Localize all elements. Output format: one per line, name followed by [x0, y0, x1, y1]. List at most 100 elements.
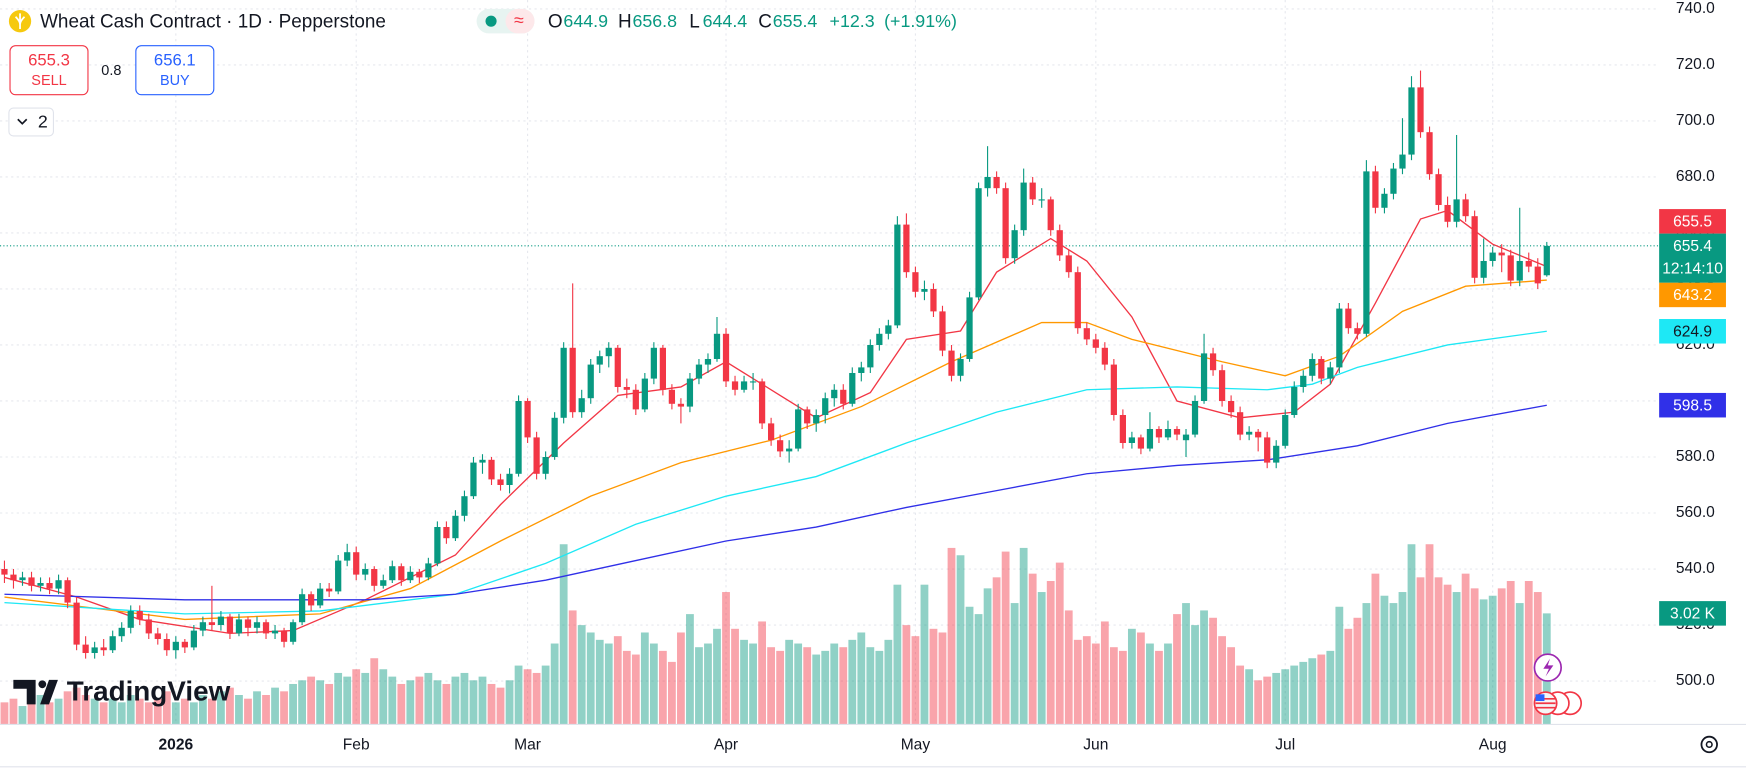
candle-body	[758, 381, 766, 424]
volume-bar	[749, 643, 757, 725]
symbol-title[interactable]: Wheat Cash Contract · 1D · Pepperstone	[40, 11, 386, 32]
volume-bar	[1001, 551, 1010, 725]
candle-body	[831, 389, 838, 399]
sell-button[interactable]	[9, 45, 89, 96]
candle-body	[1065, 255, 1072, 273]
settings-icon[interactable]	[1700, 735, 1718, 754]
volume-bar	[171, 702, 180, 725]
volume-bar	[1272, 672, 1281, 725]
volume-bar	[352, 669, 361, 725]
y-tick-label: 500.0	[1676, 672, 1715, 689]
candle-body	[100, 647, 107, 651]
candle-body	[154, 633, 161, 640]
volume-bar	[731, 628, 739, 725]
volume-bar	[649, 643, 658, 725]
candle-body	[253, 622, 261, 628]
volume-bar	[803, 647, 812, 725]
brand-name[interactable]: TradingView	[67, 676, 231, 707]
buy-button[interactable]	[135, 45, 215, 96]
candle-body	[326, 588, 333, 592]
volume-bar	[1470, 588, 1479, 725]
candle-body	[1453, 199, 1460, 222]
candle-body	[1408, 87, 1415, 155]
volume-bar	[153, 698, 162, 725]
buy-price: 656.1	[154, 51, 196, 70]
candle-body	[127, 611, 134, 628]
candle-body	[1309, 358, 1316, 376]
candle-body	[1101, 347, 1108, 365]
volume-bar	[1425, 544, 1434, 725]
candle-body	[930, 288, 937, 312]
candle-body	[1498, 252, 1505, 256]
volume-bar	[424, 672, 433, 725]
candle-body	[1146, 428, 1154, 449]
candle-body	[199, 622, 207, 631]
open-value: 644.9	[563, 11, 608, 31]
volume-bar	[343, 676, 352, 725]
candle-body	[1246, 431, 1253, 435]
volume-bar	[1308, 658, 1317, 725]
close-letter: C	[758, 11, 772, 32]
volume-bar	[658, 650, 667, 725]
last-price-tag	[1659, 233, 1726, 283]
candle-body	[181, 641, 188, 648]
candle-body	[659, 347, 666, 390]
close-value: 655.4	[773, 11, 818, 31]
volume-bar	[1064, 610, 1073, 725]
volume-bar	[45, 702, 54, 725]
candle-body	[145, 619, 152, 634]
volume-bar	[983, 588, 992, 725]
volume-bar	[541, 665, 550, 725]
candle-body	[1056, 230, 1063, 256]
y-tick-label: 560.0	[1676, 504, 1715, 521]
chevron-icon	[17, 118, 28, 125]
brand-logo	[13, 679, 58, 705]
flag-canton	[1535, 694, 1545, 702]
volume-bar	[298, 680, 306, 725]
indicator-count: 2	[38, 111, 48, 131]
candle-body	[109, 636, 116, 651]
volume-bar	[857, 632, 866, 725]
volume-bar	[532, 672, 541, 725]
candle-body	[1074, 272, 1081, 329]
spread: 0.8	[101, 63, 121, 79]
candle-body	[677, 403, 685, 407]
candle-body	[425, 563, 432, 578]
volume-bar	[938, 632, 947, 725]
candle-body	[524, 400, 531, 438]
y-tick-label: 680.0	[1676, 168, 1715, 185]
volume-bar	[1118, 650, 1127, 725]
volume-bar	[622, 650, 631, 725]
x-tick-label: Mar	[514, 737, 541, 754]
volume-bar	[1218, 636, 1226, 725]
price-tag	[1659, 209, 1726, 234]
candle-body	[172, 641, 179, 651]
volume-bar	[1109, 647, 1118, 725]
volume-bar	[1028, 573, 1037, 725]
volume-bar	[1317, 654, 1326, 725]
volume-bar	[198, 695, 207, 725]
volume-bar	[27, 702, 36, 725]
x-tick-label: Apr	[714, 737, 738, 754]
indicators-toggle[interactable]	[8, 107, 55, 137]
volume-bar	[226, 687, 234, 725]
candle-body	[461, 496, 468, 516]
candle-body	[786, 448, 793, 452]
volume-bar	[704, 643, 712, 725]
candle-body	[903, 224, 910, 273]
candle-body	[10, 574, 17, 581]
candle-body	[1471, 216, 1478, 278]
candle-body	[163, 639, 170, 651]
candle-body	[975, 188, 982, 298]
candle-body	[82, 644, 89, 654]
volume-bar	[9, 698, 18, 725]
status-pill-right	[505, 8, 535, 34]
brand-logo-dot	[38, 680, 47, 689]
volume-bar	[1515, 603, 1524, 725]
volume-bar	[135, 698, 144, 725]
candle-body	[641, 378, 648, 410]
candle-body	[335, 560, 342, 592]
candle-body	[416, 571, 423, 578]
volume-bar	[1082, 636, 1091, 725]
high-value: 656.8	[632, 11, 677, 31]
